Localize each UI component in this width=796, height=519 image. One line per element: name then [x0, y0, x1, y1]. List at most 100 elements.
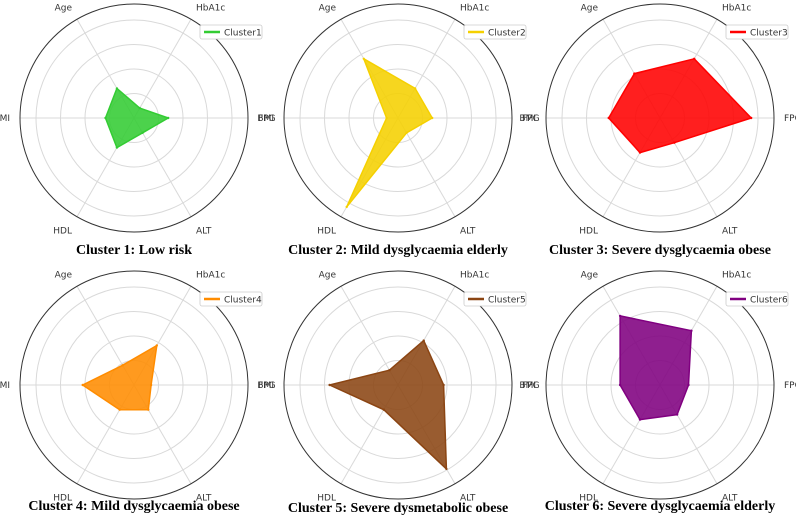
legend-box [199, 291, 263, 307]
axis-label-fpg: FPG [258, 114, 276, 124]
radar-panel-2: FPG HbA1c Age BMI HDL ALT Cluster2 Cluster 2: M… [257, 3, 540, 258]
axis-label-hba1c: HbA1c [196, 4, 225, 14]
data-point-fpg [431, 116, 434, 120]
panel-caption: Cluster 5: Severe dysmetabolic obese [288, 501, 508, 516]
radar-panel-1: FPG HbA1c Age BMI HDL ALT Cluster1 Cluster 1: L… [0, 3, 276, 258]
data-point-age [121, 364, 124, 367]
radar-panel-5: FPG HbA1c Age BMI HDL ALT Cluster5 Cluster 5: S… [257, 270, 540, 516]
data-point-hba1c [155, 344, 158, 347]
axis-label-bmi: BMI [519, 381, 536, 391]
spoke-alt [397, 117, 456, 217]
spoke-alt [133, 117, 192, 217]
axis-label-hdl: HDL [53, 493, 72, 503]
axis-label-age: Age [581, 4, 599, 14]
data-point-fpg [687, 383, 690, 387]
data-point-alt [405, 131, 408, 134]
legend-label: Cluster3 [750, 29, 788, 39]
legend-box [725, 291, 789, 307]
data-point-hdl [382, 408, 385, 411]
axis-label-alt: ALT [722, 493, 738, 503]
data-point-hba1c [138, 106, 141, 110]
spoke-age [340, 286, 399, 386]
legend-box [463, 24, 527, 40]
axis-label-fpg: FPG [784, 381, 796, 391]
axis-label-fpg: FPG [784, 114, 796, 124]
data-point-age [115, 87, 119, 90]
axis-label-hba1c: HbA1c [722, 271, 751, 281]
axis-label-fpg: FPG [258, 381, 276, 391]
data-point-alt [675, 413, 679, 416]
axis-label-hba1c: HbA1c [722, 4, 751, 14]
axis-label-hdl: HDL [579, 493, 598, 503]
radar-outer-frame [19, 3, 249, 233]
radar-panel-3: FPG HbA1c Age BMI HDL ALT Cluster3 Cluster 3: S… [519, 3, 796, 258]
axis-label-hdl: HDL [317, 226, 336, 236]
radar-panel-6: FPG HbA1c Age BMI HDL ALT Cluster6 Cluster 6: S… [519, 270, 796, 514]
data-point-alt [445, 467, 448, 471]
panel-caption: Cluster 6: Severe dysglycaemia elderly [545, 499, 775, 514]
axis-label-alt: ALT [722, 226, 738, 236]
panel-caption: Cluster 2: Mild dysglycaemia elderly [288, 243, 508, 258]
axis-label-bmi: BMI [0, 114, 10, 124]
data-point-hdl [118, 408, 121, 411]
data-point-hdl [115, 146, 119, 149]
series-polygon-cluster3 [607, 58, 752, 154]
axis-label-bmi: BMI [0, 381, 10, 391]
data-point-hba1c [413, 87, 417, 90]
panel-caption: Cluster 3: Severe dysglycaemia obese [549, 243, 771, 258]
axis-label-hdl: HDL [317, 493, 336, 503]
axis-label-hba1c: HbA1c [196, 271, 225, 281]
axis-label-fpg: FPG [522, 114, 540, 124]
legend-label: Cluster5 [488, 296, 526, 306]
data-point-fpg [167, 116, 170, 120]
legend-box [725, 24, 789, 40]
data-point-hba1c [690, 329, 693, 332]
radar-outer-frame [19, 270, 249, 500]
axis-label-hba1c: HbA1c [460, 271, 489, 281]
axis-label-alt: ALT [196, 226, 212, 236]
legend-label: Cluster2 [488, 29, 526, 39]
data-point-bmi [328, 383, 331, 387]
data-point-alt [673, 141, 676, 144]
axis-label-bmi: BMI [519, 114, 536, 124]
radar-outer-frame [283, 270, 513, 500]
radar-outer-frame [283, 3, 513, 233]
axis-label-hdl: HDL [579, 226, 598, 236]
axis-label-bmi: BMI [257, 114, 274, 124]
series-polygon-cluster6 [619, 315, 693, 421]
data-point-hdl [638, 151, 642, 154]
axis-label-age: Age [319, 271, 337, 281]
data-point-hba1c [693, 57, 696, 60]
data-point-bmi [607, 116, 610, 120]
panel-caption: Cluster 1: Low risk [76, 243, 192, 258]
legend-label: Cluster1 [224, 29, 262, 39]
data-point-alt [147, 408, 150, 411]
axis-label-age: Age [319, 4, 337, 14]
axis-label-age: Age [55, 4, 73, 14]
axis-label-alt: ALT [196, 493, 212, 503]
data-point-age [362, 57, 365, 60]
axis-label-age: Age [581, 271, 599, 281]
legend-label: Cluster4 [224, 296, 262, 306]
legend-box [199, 24, 263, 40]
radar-panel-4: FPG HbA1c Age BMI HDL ALT Cluster4 Cluster 4: M… [0, 270, 276, 514]
data-point-fpg [149, 383, 153, 387]
axis-label-alt: ALT [460, 493, 476, 503]
axis-label-fpg: FPG [522, 381, 540, 391]
radar-outer-frame [545, 3, 775, 233]
axis-label-alt: ALT [460, 226, 476, 236]
axis-label-age: Age [55, 271, 73, 281]
series-polygon-cluster1 [104, 87, 169, 149]
axis-label-hdl: HDL [53, 226, 72, 236]
radar-outer-frame [545, 270, 775, 500]
data-point-fpg [442, 383, 445, 387]
data-point-hba1c [422, 339, 425, 342]
axis-label-bmi: BMI [257, 381, 274, 391]
spoke-hba1c [133, 19, 192, 119]
data-point-age [633, 72, 636, 75]
data-point-alt [141, 131, 144, 134]
series-polygon-cluster5 [328, 339, 448, 470]
series-polygon-cluster4 [81, 344, 158, 411]
data-point-age [618, 314, 622, 318]
